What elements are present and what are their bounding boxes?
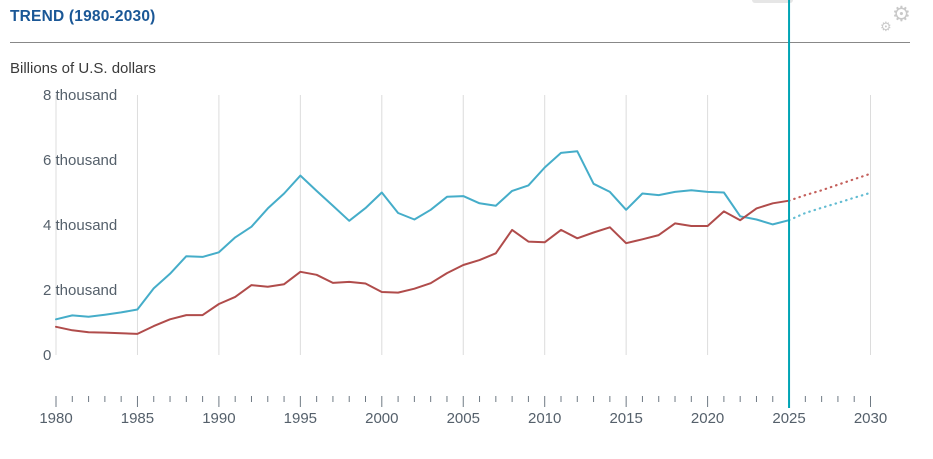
- series-1-blue-line: [55, 150, 790, 321]
- gear-icon-small[interactable]: ⚙: [880, 19, 892, 34]
- x-axis-tick-label: 1995: [283, 410, 318, 427]
- y-axis-tick-label: 8 thousand: [43, 87, 118, 104]
- x-axis-tick-label: 1985: [120, 410, 155, 427]
- y-axis-tick-label: 6 thousand: [43, 152, 118, 169]
- x-axis-tick-label: 1980: [39, 410, 73, 427]
- tooltip-edge-fragment: [752, 0, 793, 3]
- y-axis-tick-label: 2 thousand: [43, 282, 118, 299]
- x-axis-tick-label: 2010: [528, 410, 562, 427]
- series-1-blue-projection-dotted-line: [787, 191, 872, 222]
- series-2-red-projection-dotted-line: [787, 172, 872, 202]
- y-axis-tick-label: 0: [43, 347, 52, 364]
- gear-icon[interactable]: ⚙: [892, 3, 911, 26]
- y-axis-tick-label: 4 thousand: [43, 217, 118, 234]
- x-axis-tick-label: 2005: [446, 410, 480, 427]
- series-2-red-line: [55, 199, 790, 335]
- x-axis-tick-label: 2000: [365, 410, 399, 427]
- y-axis-unit-label: Billions of U.S. dollars: [10, 60, 156, 77]
- x-axis-tick-label: 2030: [853, 410, 888, 427]
- page-title: TREND (1980-2030): [10, 8, 156, 25]
- x-axis-tick-label: 2015: [609, 410, 643, 427]
- x-axis-tick-label: 2025: [772, 410, 806, 427]
- x-axis-tick-label: 2020: [690, 410, 725, 427]
- header-divider: [10, 42, 910, 43]
- x-axis-tick-label: 1990: [202, 410, 236, 427]
